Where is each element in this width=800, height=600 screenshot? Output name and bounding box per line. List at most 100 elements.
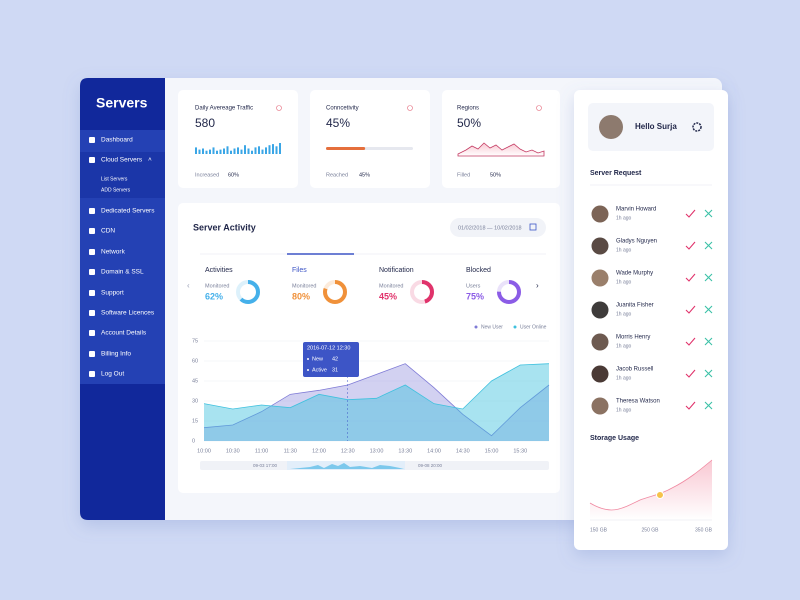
avatar	[591, 301, 609, 319]
traffic-bar	[198, 149, 201, 154]
x-tick-label: 12:30	[341, 448, 355, 454]
menu-item[interactable]: Dashboard	[101, 137, 133, 144]
x-tick-label: 15:00	[485, 448, 499, 454]
tooltip-value: 31	[332, 367, 338, 373]
card-note-value: 45%	[359, 172, 370, 178]
legend-dot	[474, 325, 478, 329]
approve-button[interactable]	[685, 241, 696, 250]
date-range[interactable]: 01/02/2018 — 10/02/2018	[458, 225, 522, 231]
card-note-value: 50%	[490, 172, 501, 178]
tooltip-name: New	[312, 356, 323, 362]
y-tick-label: 15	[192, 418, 198, 424]
tab-value: 62%	[205, 291, 223, 301]
tooltip-title: 2016-07-12 12:30	[307, 345, 350, 351]
approve-button[interactable]	[685, 273, 696, 282]
storage-line	[589, 459, 713, 511]
approve-button[interactable]	[685, 337, 696, 346]
menu-icon	[89, 290, 95, 296]
traffic-bar	[247, 148, 250, 154]
menu-icon	[89, 310, 95, 316]
y-tick-label: 75	[192, 338, 198, 344]
traffic-bar	[254, 147, 257, 154]
right-panel	[574, 90, 728, 550]
tab[interactable]: Notification	[379, 267, 414, 274]
donut-arc	[410, 280, 434, 304]
menu-icon	[89, 269, 95, 275]
y-tick-label: 30	[192, 398, 198, 404]
reject-button[interactable]	[704, 369, 713, 378]
activity-card	[178, 203, 560, 493]
reject-button[interactable]	[704, 337, 713, 346]
tab-caption: Monitored	[379, 283, 403, 289]
card-title: Conncetivity	[326, 106, 359, 112]
y-tick-label: 45	[192, 378, 198, 384]
menu-item[interactable]: Support	[101, 290, 124, 297]
reject-button[interactable]	[704, 401, 713, 410]
request-name: Wade Murphy	[616, 271, 653, 277]
settings-icon[interactable]	[692, 122, 702, 132]
menu-item[interactable]: Software Licences	[101, 310, 155, 317]
tooltip-value: 42	[332, 356, 338, 362]
menu-item[interactable]: Cloud Servers	[101, 157, 143, 164]
card-note: Increased	[195, 172, 219, 178]
area-fill	[204, 363, 549, 441]
x-tick-label: 150 GB	[590, 527, 608, 533]
x-tick-label: 11:00	[255, 448, 268, 454]
card-note-value: 60%	[228, 172, 239, 178]
menu-icon	[89, 371, 95, 377]
reject-button[interactable]	[704, 209, 713, 218]
approve-button[interactable]	[685, 369, 696, 378]
info-icon	[536, 105, 542, 111]
avatar	[591, 397, 609, 415]
tooltip-dot	[307, 369, 309, 371]
request-name: Juanita Fisher	[616, 303, 654, 309]
legend-label: User Online	[520, 324, 547, 330]
prev-arrow[interactable]: ‹	[187, 281, 190, 290]
card	[310, 90, 430, 188]
approve-button[interactable]	[685, 401, 696, 410]
reject-button[interactable]	[704, 241, 713, 250]
tooltip-dot	[307, 358, 309, 360]
donut-arc	[497, 280, 521, 304]
brush-label: 09-08 20:00	[418, 463, 443, 468]
menu-item[interactable]: Domain & SSL	[101, 269, 144, 276]
traffic-bar	[226, 146, 229, 154]
tab[interactable]: Blocked	[466, 267, 491, 274]
submenu-item[interactable]: List Servers	[101, 176, 128, 182]
traffic-bar	[258, 146, 260, 154]
approve-button[interactable]	[685, 209, 696, 218]
x-tick-label: 14:00	[427, 448, 441, 454]
tooltip	[303, 342, 359, 377]
x-tick-label: 10:30	[226, 448, 240, 454]
card-value: 50%	[457, 116, 481, 130]
date-picker[interactable]	[450, 218, 546, 237]
menu-icon	[89, 228, 95, 234]
tab[interactable]: Activities	[205, 267, 233, 274]
menu-item[interactable]: Log Out	[101, 371, 124, 378]
tab-value: 80%	[292, 291, 310, 301]
menu-icon	[89, 157, 95, 163]
submenu-item[interactable]: ADD Servers	[101, 187, 131, 193]
menu-chevron: ˄	[148, 157, 152, 164]
regions-sparkline	[457, 142, 545, 157]
reject-button[interactable]	[704, 273, 713, 282]
request-time: 1h ago	[616, 343, 632, 349]
request-time: 1h ago	[616, 407, 632, 413]
menu-item[interactable]: Dedicated Servers	[101, 208, 155, 215]
traffic-bar	[195, 147, 197, 154]
tab[interactable]: Files	[292, 267, 307, 274]
x-tick-label: 15:30	[513, 448, 527, 454]
menu-item[interactable]: CDN	[101, 228, 115, 235]
menu-item[interactable]: Network	[101, 249, 126, 256]
tab-caption: Users	[466, 283, 481, 289]
traffic-bar	[230, 150, 232, 154]
menu-item[interactable]: Billing Info	[101, 351, 131, 358]
brand: Servers	[96, 95, 148, 111]
menu-item[interactable]: Account Details	[101, 330, 147, 337]
avatar	[591, 237, 609, 255]
approve-button[interactable]	[685, 305, 696, 314]
traffic-bar	[272, 144, 274, 154]
avatar	[591, 365, 609, 383]
reject-button[interactable]	[704, 305, 713, 314]
next-arrow[interactable]: ›	[536, 281, 539, 290]
